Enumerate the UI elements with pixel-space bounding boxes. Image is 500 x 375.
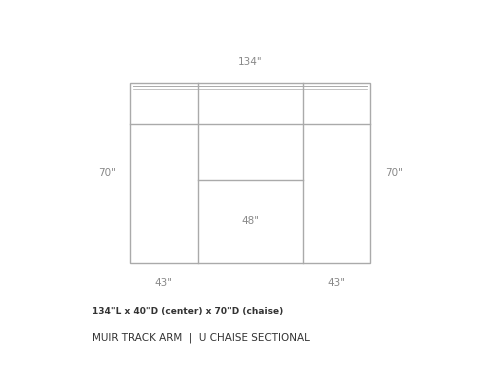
Text: 70": 70" xyxy=(386,168,404,177)
Text: 134"L x 40"D (center) x 70"D (chaise): 134"L x 40"D (center) x 70"D (chaise) xyxy=(92,307,284,316)
Text: MUIR TRACK ARM  |  U CHAISE SECTIONAL: MUIR TRACK ARM | U CHAISE SECTIONAL xyxy=(92,332,310,343)
Text: 43": 43" xyxy=(155,278,173,288)
Text: 70": 70" xyxy=(98,168,116,177)
Text: 134": 134" xyxy=(238,57,262,67)
Text: 48": 48" xyxy=(241,216,259,226)
Bar xyxy=(130,82,370,262)
Text: 43": 43" xyxy=(327,278,345,288)
